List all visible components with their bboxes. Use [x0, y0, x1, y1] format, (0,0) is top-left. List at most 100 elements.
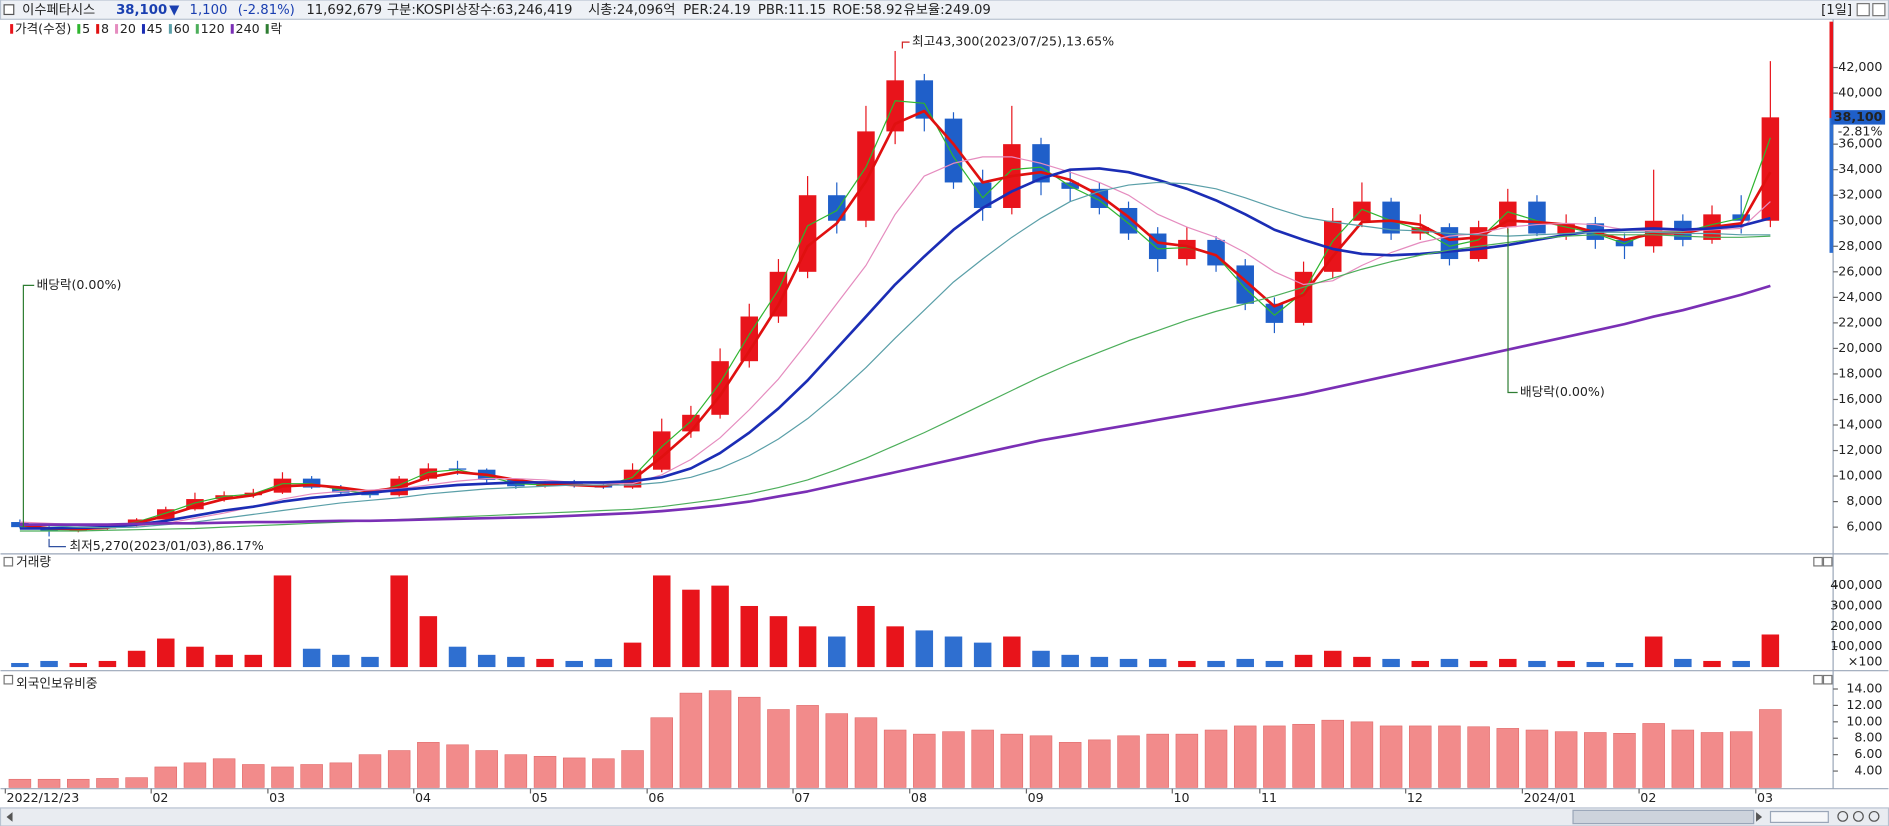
- bar: [536, 658, 554, 668]
- x-tick-label: 06: [648, 790, 664, 805]
- bar: [1732, 660, 1750, 668]
- panel-maximize[interactable]: [1813, 674, 1823, 685]
- shares-info: 상장수:63,246,419: [456, 2, 573, 18]
- y-tick-label: 6.00: [1854, 746, 1882, 761]
- panel-maximize[interactable]: [1813, 556, 1823, 567]
- bar: [1438, 725, 1461, 788]
- maximize-button[interactable]: [1856, 3, 1870, 17]
- bar: [1294, 654, 1313, 668]
- zoom-slider[interactable]: [1769, 810, 1829, 823]
- bar: [1761, 634, 1780, 668]
- y-tick-label: 12.00: [1846, 697, 1882, 712]
- bar: [886, 626, 904, 668]
- dividend-marker: [1507, 228, 1518, 394]
- bar: [1265, 660, 1284, 668]
- close-button[interactable]: [1872, 3, 1886, 17]
- bar: [332, 654, 350, 668]
- panel-icon[interactable]: [3, 674, 14, 685]
- bar: [1644, 636, 1663, 668]
- zoom-in[interactable]: [1837, 810, 1849, 822]
- bar: [1353, 656, 1371, 668]
- market-info: 구분:KOSPI: [387, 3, 454, 18]
- window-icon[interactable]: [3, 4, 15, 16]
- period-selector[interactable]: [1일]: [1821, 2, 1852, 18]
- unit-label: ×100: [1848, 654, 1883, 669]
- bar: [1759, 709, 1782, 788]
- scroll-right[interactable]: [1756, 812, 1763, 822]
- legend-swatch: [168, 24, 172, 34]
- bar: [740, 605, 759, 668]
- legend-swatch: [265, 24, 269, 34]
- bar: [37, 778, 61, 788]
- panel-close[interactable]: [1822, 556, 1833, 567]
- bar: [1440, 658, 1459, 668]
- candle-body: [973, 182, 992, 208]
- low-annotation: 최저5,270(2023/01/03),86.17%: [70, 538, 264, 553]
- bar: [417, 742, 440, 788]
- scroll-thumb[interactable]: [1572, 809, 1755, 825]
- x-tick-label: 08: [911, 790, 927, 805]
- legend-swatch: [96, 24, 100, 34]
- panel-close[interactable]: [1822, 674, 1833, 685]
- annotation-arrow: [901, 41, 910, 49]
- candle-body: [828, 195, 846, 221]
- bar: [242, 764, 265, 788]
- bar: [1263, 725, 1286, 788]
- bar: [387, 750, 411, 788]
- bar: [621, 750, 644, 788]
- bar: [8, 778, 32, 788]
- bar: [1469, 660, 1488, 668]
- scroll-left[interactable]: [6, 812, 13, 822]
- bar: [1613, 733, 1636, 788]
- zoom-out[interactable]: [1852, 810, 1864, 822]
- bar: [1729, 731, 1753, 788]
- x-tick-label: 02: [1640, 790, 1656, 805]
- bar: [828, 636, 846, 668]
- y-tick-label: 200,000: [1830, 618, 1882, 633]
- bar: [796, 705, 819, 788]
- bar: [1382, 658, 1400, 668]
- zoom-reset[interactable]: [1868, 810, 1880, 822]
- bar: [1148, 658, 1167, 668]
- bar: [1323, 650, 1342, 668]
- moving-average-line: [19, 181, 1771, 529]
- bar: [1496, 728, 1520, 788]
- candle-body: [1236, 265, 1254, 304]
- moving-average-line: [19, 234, 1771, 532]
- bar: [883, 729, 907, 788]
- bar: [1029, 735, 1053, 788]
- y-tick-label: 20,000: [1838, 340, 1882, 355]
- range-indicator: [1829, 118, 1834, 253]
- bar: [1119, 658, 1138, 668]
- price-tag-change: -2.81%: [1838, 123, 1883, 138]
- legend-label: 8: [101, 21, 109, 36]
- bar: [594, 658, 613, 668]
- bar: [1467, 726, 1490, 788]
- bar: [477, 654, 496, 668]
- moving-average-line: [19, 156, 1771, 527]
- y-tick-label: 10.00: [1846, 713, 1882, 728]
- bar: [1379, 725, 1403, 788]
- bar: [623, 642, 642, 668]
- bar: [1233, 725, 1257, 788]
- bar: [186, 646, 204, 668]
- bar: [390, 575, 408, 668]
- bar: [157, 638, 175, 668]
- candle-body: [1353, 201, 1371, 221]
- y-tick-label: 14.00: [1846, 681, 1882, 696]
- bar: [271, 766, 294, 788]
- bar: [1204, 729, 1228, 788]
- legend-swatch: [141, 24, 145, 34]
- x-tick-label: 2024/01: [1524, 790, 1576, 805]
- y-tick-label: 30,000: [1838, 212, 1882, 227]
- candle-body: [1761, 117, 1780, 221]
- roe-info: ROE:58.92: [833, 3, 903, 18]
- panel-icon[interactable]: [3, 556, 14, 567]
- bar: [446, 744, 469, 788]
- legend-label: 240: [236, 21, 260, 36]
- bar: [708, 690, 732, 788]
- reserve-ratio-info: 유보율:249.09: [904, 2, 991, 18]
